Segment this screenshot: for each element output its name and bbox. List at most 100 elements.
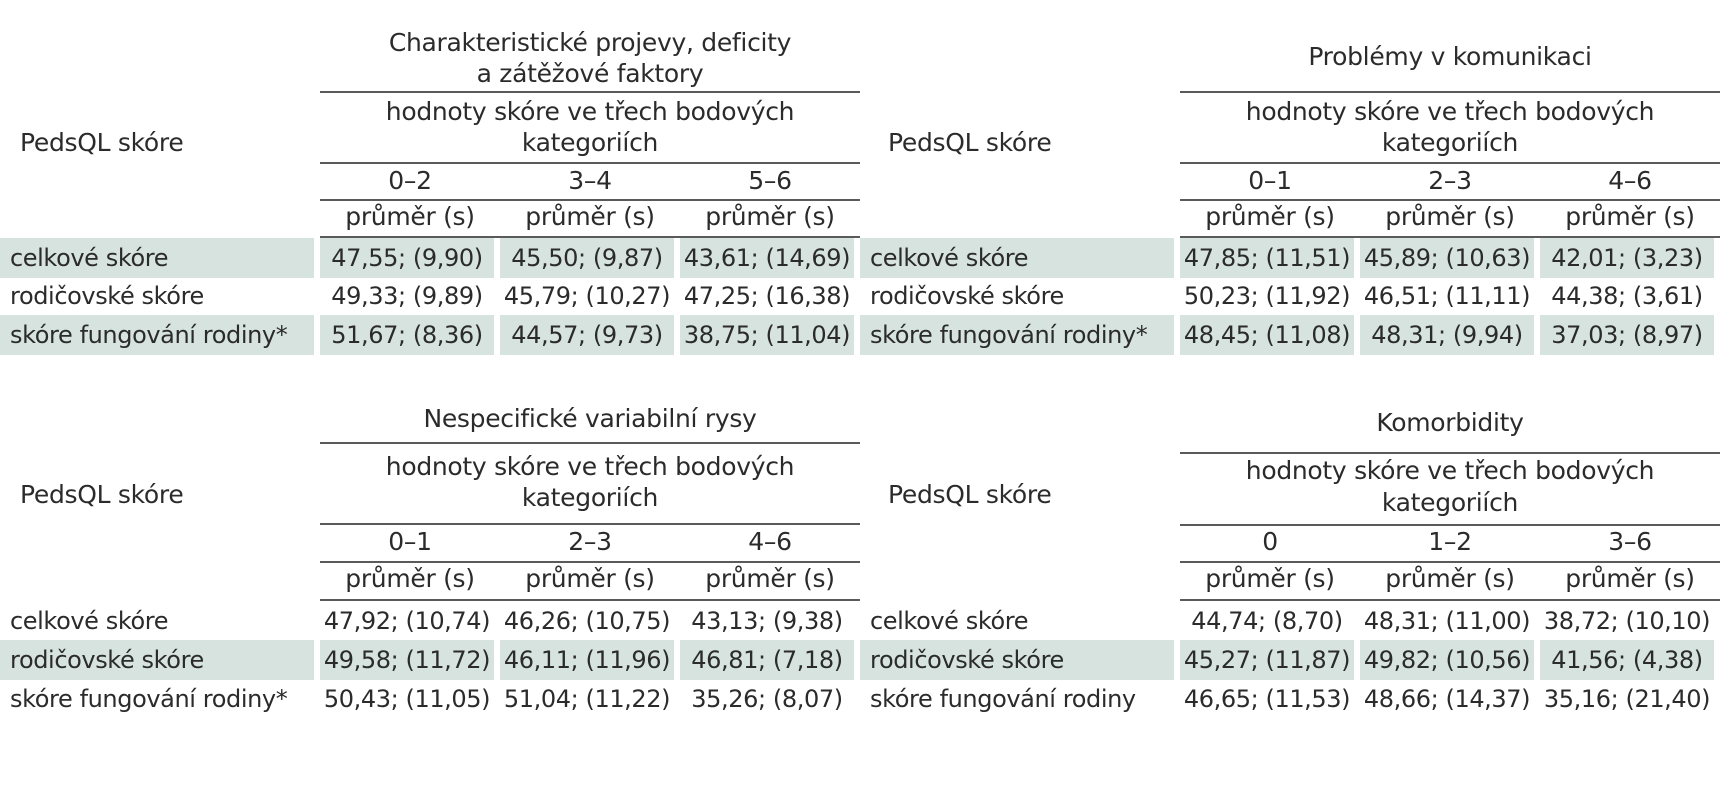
stat-label: průměr (s) (345, 564, 475, 593)
divider (320, 561, 860, 563)
table-row: rodičovské skóre 45,27; (11,87) 49,82; (… (860, 640, 1724, 680)
table-row: celkové skóre 47,55; (9,90) 45,50; (9,87… (0, 238, 864, 278)
row-label: rodičovské skóre (860, 640, 1174, 680)
table-cell: 48,31; (11,00) (1363, 607, 1531, 635)
row-label: skóre fungování rodiny* (860, 315, 1174, 355)
group-title-line2: a zátěžové faktory (476, 59, 704, 88)
divider (320, 91, 860, 93)
table-cell: 35,16; (21,40) (1543, 685, 1711, 713)
table-cell: 48,45; (11,08) (1180, 315, 1354, 355)
table-cell: 49,82; (10,56) (1360, 640, 1534, 680)
table-cell: 47,55; (9,90) (320, 238, 494, 278)
table-comorbidities: PedsQL skóre Komorbidity hodnoty skóre v… (860, 400, 1731, 780)
table-row: celkové skóre 44,74; (8,70) 48,31; (11,0… (860, 601, 1724, 641)
row-label: celkové skóre (870, 607, 1029, 635)
stat-label: průměr (s) (705, 564, 835, 593)
divider (320, 162, 860, 164)
stat-row: průměr (s) průměr (s) průměr (s) (1180, 564, 1720, 601)
row-label: rodičovské skóre (870, 282, 1064, 310)
table-cell: 51,04; (11,22) (503, 685, 671, 713)
stat-label: průměr (s) (525, 202, 655, 231)
table-row: rodičovské skóre 50,23; (11,92) 46,51; (… (860, 276, 1724, 316)
column-headers: Komorbidity hodnoty skóre ve třech bodov… (1180, 400, 1720, 780)
table-characteristic-symptoms: PedsQL skóre Charakteristické projevy, d… (0, 0, 864, 380)
category-label: 2–3 (568, 527, 612, 556)
stat-row: průměr (s) průměr (s) průměr (s) (320, 564, 860, 601)
row-header: PedsQL skóre (20, 480, 184, 509)
table-cell: 49,58; (11,72) (320, 640, 494, 680)
row-label: celkové skóre (10, 607, 169, 635)
group-title-line1: Charakteristické projevy, deficity (388, 28, 792, 57)
table-row: celkové skóre 47,92; (10,74) 46,26; (10,… (0, 601, 864, 641)
row-label: skóre fungování rodiny* (0, 315, 314, 355)
divider (1180, 561, 1720, 563)
table-cell: 44,38; (3,61) (1551, 282, 1703, 310)
row-header: PedsQL skóre (888, 128, 1052, 157)
subtitle-line2: kategoriích (1381, 128, 1519, 157)
stat-label: průměr (s) (705, 202, 835, 231)
category-label: 4–6 (1608, 166, 1652, 195)
subtitle-line1: hodnoty skóre ve třech bodových (1245, 97, 1655, 126)
table-row: rodičovské skóre 49,58; (11,72) 46,11; (… (0, 640, 864, 680)
table-cell: 35,26; (8,07) (691, 685, 843, 713)
table-cell: 49,33; (9,89) (331, 282, 483, 310)
stat-label: průměr (s) (1565, 564, 1695, 593)
stat-label: průměr (s) (345, 202, 475, 231)
row-label: skóre fungování rodiny (870, 685, 1136, 713)
divider (320, 523, 860, 525)
category-label: 0–2 (388, 166, 432, 195)
divider (1180, 452, 1720, 454)
subtitle-line1: hodnoty skóre ve třech bodových (1245, 456, 1655, 485)
divider (1180, 91, 1720, 93)
table-row: skóre fungování rodiny* 51,67; (8,36) 44… (0, 315, 864, 355)
stat-label: průměr (s) (525, 564, 655, 593)
stat-label: průměr (s) (1385, 564, 1515, 593)
group-title-line1: Problémy v komunikaci (1308, 42, 1592, 71)
category-label: 4–6 (748, 527, 792, 556)
table-cell: 46,51; (11,11) (1363, 282, 1531, 310)
stat-row: průměr (s) průměr (s) průměr (s) (1180, 202, 1720, 238)
row-label: celkové skóre (0, 238, 314, 278)
table-cell: 46,81; (7,18) (680, 640, 854, 680)
table-cell: 46,65; (11,53) (1183, 685, 1351, 713)
table-cell: 47,25; (16,38) (683, 282, 851, 310)
category-row: 0 1–2 3–6 (1180, 527, 1720, 556)
table-cell: 48,31; (9,94) (1360, 315, 1534, 355)
column-headers: Nespecifické variabilní rysy hodnoty skó… (320, 400, 860, 780)
table-cell: 50,23; (11,92) (1183, 282, 1351, 310)
table-cell: 43,61; (14,69) (680, 238, 854, 278)
category-row: 0–1 2–3 4–6 (320, 527, 860, 556)
column-headers: Problémy v komunikaci hodnoty skóre ve t… (1180, 0, 1720, 380)
group-title-line1: Komorbidity (1376, 408, 1524, 437)
subtitle-line1: hodnoty skóre ve třech bodových (385, 97, 795, 126)
category-label: 0–1 (1248, 166, 1292, 195)
category-label: 0–1 (388, 527, 432, 556)
table-cell: 41,56; (4,38) (1540, 640, 1714, 680)
subtitle-line1: hodnoty skóre ve třech bodových (385, 452, 795, 481)
row-header: PedsQL skóre (20, 128, 184, 157)
row-label: celkové skóre (860, 238, 1174, 278)
table-cell: 46,11; (11,96) (500, 640, 674, 680)
table-cell: 45,89; (10,63) (1360, 238, 1534, 278)
divider (1180, 199, 1720, 201)
table-cell: 51,67; (8,36) (320, 315, 494, 355)
divider (1180, 162, 1720, 164)
row-header: PedsQL skóre (888, 480, 1052, 509)
row-label: skóre fungování rodiny* (10, 685, 288, 713)
table-row: rodičovské skóre 49,33; (9,89) 45,79; (1… (0, 276, 864, 316)
table-cell: 45,79; (10,27) (503, 282, 671, 310)
category-label: 2–3 (1428, 166, 1472, 195)
table-cell: 50,43; (11,05) (323, 685, 491, 713)
column-headers: Charakteristické projevy, deficity a zát… (320, 0, 860, 380)
table-row: skóre fungování rodiny* 50,43; (11,05) 5… (0, 679, 864, 719)
stat-label: průměr (s) (1205, 564, 1335, 593)
table-cell: 46,26; (10,75) (503, 607, 671, 635)
stat-label: průměr (s) (1385, 202, 1515, 231)
category-label: 1–2 (1428, 527, 1472, 556)
table-cell: 37,03; (8,97) (1540, 315, 1714, 355)
group-title-line1: Nespecifické variabilní rysy (423, 404, 757, 433)
table-cell: 47,92; (10,74) (323, 607, 491, 635)
table-row: celkové skóre 47,85; (11,51) 45,89; (10,… (860, 238, 1724, 278)
category-row: 0–2 3–4 5–6 (320, 166, 860, 195)
table-cell: 47,85; (11,51) (1180, 238, 1354, 278)
